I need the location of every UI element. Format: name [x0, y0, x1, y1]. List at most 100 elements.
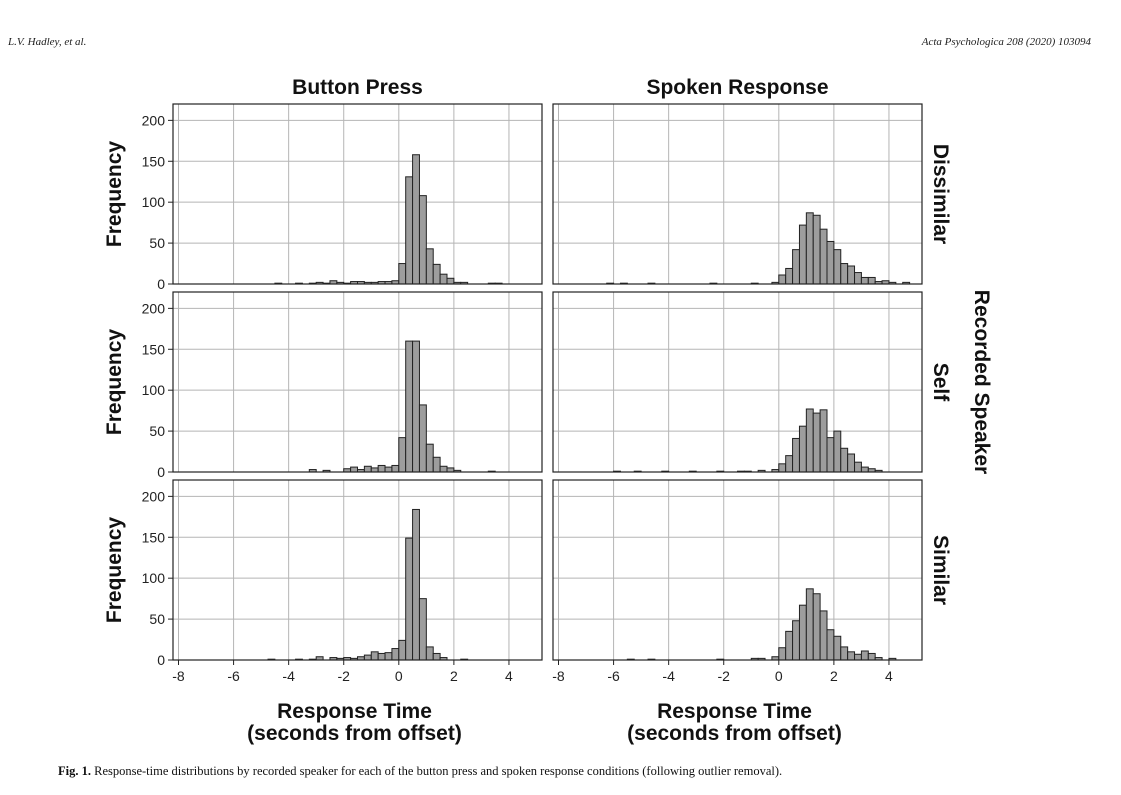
histogram-bar: [792, 249, 800, 285]
y-tick-label: 100: [142, 194, 166, 210]
y-tick-label: 150: [142, 153, 166, 169]
histogram-bar: [439, 273, 448, 285]
figure-caption-text: Response-time distributions by recorded …: [90, 764, 783, 778]
y-tick-label: 50: [149, 235, 165, 251]
histogram-bar: [350, 466, 358, 473]
histogram-bar: [819, 610, 828, 661]
row-group-label: Recorded Speaker: [970, 290, 993, 474]
histogram-bar: [805, 588, 814, 661]
histogram-bar: [418, 195, 427, 285]
x-tick-label: 0: [775, 668, 783, 684]
histogram-bar: [405, 176, 414, 285]
histogram-bar: [812, 214, 821, 285]
histogram-bar: [792, 437, 800, 473]
histogram-bar: [405, 340, 414, 473]
y-tick-label: 0: [157, 464, 165, 480]
x-tick-label: -4: [282, 668, 295, 684]
histogram-bar: [826, 629, 835, 661]
histogram-bar: [798, 425, 807, 473]
histogram-bar: [363, 654, 372, 661]
y-axis-label: Frequency: [103, 141, 126, 248]
histogram-bar: [384, 466, 393, 473]
x-tick-label: -2: [718, 668, 731, 684]
histogram-bar: [854, 461, 862, 473]
histogram-bar: [432, 456, 441, 473]
x-tick-label: -8: [552, 668, 565, 684]
x-axis-label-line2: (seconds from offset): [247, 722, 462, 745]
y-tick-label: 50: [149, 423, 165, 439]
histogram-bar: [439, 465, 448, 473]
histogram-bar: [432, 263, 441, 285]
histogram-bar: [446, 467, 455, 473]
histogram-bar: [867, 276, 876, 285]
histogram-bar: [840, 646, 849, 661]
histogram-bar: [412, 340, 420, 473]
histogram-bar: [778, 647, 787, 661]
x-axis-label-line1: Response Time: [277, 700, 432, 723]
histogram-bar: [778, 274, 787, 285]
y-axis-label: Frequency: [103, 517, 126, 624]
y-tick-label: 50: [149, 611, 165, 627]
x-tick-label: 0: [395, 668, 403, 684]
histogram-bar: [425, 646, 434, 661]
histogram-bar: [785, 455, 794, 473]
panel-frame-1-1: [172, 103, 543, 285]
panel-frame-1-2: [552, 103, 923, 285]
histogram-bar: [398, 639, 407, 661]
histogram-bar: [370, 651, 379, 661]
histogram-bar: [847, 265, 856, 285]
histogram-bar: [805, 212, 814, 285]
panel-frame-3-1: [172, 479, 543, 661]
histogram-bar: [412, 154, 420, 285]
running-header-authors: L.V. Hadley, et al.: [8, 36, 87, 48]
column-title: Button Press: [292, 76, 423, 99]
x-tick-label: -6: [227, 668, 240, 684]
histogram-bar: [819, 409, 828, 473]
y-tick-label: 0: [157, 276, 165, 292]
histogram-bar: [398, 263, 407, 285]
histogram-bar: [377, 652, 386, 661]
histogram-bar: [826, 240, 835, 285]
histogram-bar: [363, 465, 372, 473]
histogram-bar: [412, 508, 420, 661]
y-tick-label: 200: [142, 300, 166, 316]
row-title: Dissimilar: [929, 144, 952, 244]
y-tick-label: 200: [142, 112, 166, 128]
histogram-bar: [391, 648, 400, 661]
histogram-bar: [819, 228, 828, 285]
y-tick-label: 100: [142, 382, 166, 398]
y-tick-label: 150: [142, 341, 166, 357]
histogram-bar: [860, 650, 869, 661]
x-tick-label: -6: [607, 668, 620, 684]
x-tick-label: 2: [830, 668, 838, 684]
histogram-bar: [833, 635, 842, 661]
histogram-bar: [446, 277, 455, 285]
histogram-bar: [840, 447, 849, 473]
histogram-bar: [370, 467, 379, 473]
histogram-bar: [405, 537, 414, 661]
figure-caption-label: Fig. 1.: [58, 764, 91, 778]
histogram-bar: [432, 652, 441, 661]
figure-caption: Fig. 1. Response-time distributions by r…: [58, 764, 782, 779]
x-tick-label: 4: [505, 668, 513, 684]
histogram-bar: [860, 276, 869, 285]
x-axis-label-line1: Response Time: [657, 700, 812, 723]
row-title: Similar: [929, 535, 952, 605]
y-tick-label: 150: [142, 529, 166, 545]
histogram-bar: [860, 466, 869, 473]
y-tick-label: 100: [142, 570, 166, 586]
histogram-bar: [418, 598, 427, 661]
running-header-journal: Acta Psychologica 208 (2020) 103094: [921, 36, 1091, 48]
x-tick-label: -8: [172, 668, 185, 684]
histogram-bar: [398, 437, 407, 473]
histogram-bar: [425, 443, 434, 473]
histogram-bar: [805, 408, 814, 473]
x-tick-label: -2: [338, 668, 351, 684]
histogram-bar: [785, 267, 794, 285]
histogram-bar: [847, 651, 856, 661]
histogram-bar: [854, 272, 862, 285]
panel-frame-2-2: [552, 291, 923, 473]
x-tick-label: 4: [885, 668, 893, 684]
column-title: Spoken Response: [646, 76, 828, 99]
